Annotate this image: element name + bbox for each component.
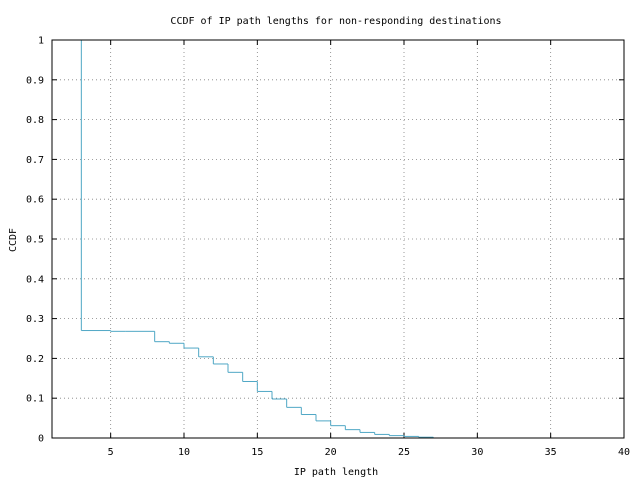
x-tick-label: 10 [178,447,190,458]
series-layer [80,40,595,439]
axis-ticks: 00.10.20.30.40.50.60.70.80.915 10 15 20 25 30… [26,36,630,459]
x-tick-label: 15 [251,447,263,458]
x-axis-label: IP path length [294,467,378,478]
y-axis-label: CCDF [8,228,19,252]
y-tick-label: 0 [38,434,44,445]
y-tick-label: 0.7 [26,155,44,166]
y-tick-label: 0.4 [26,274,44,285]
y-tick-label: 0.3 [26,314,44,325]
x-tick-label: 35 [545,447,557,458]
x-tick-label: 5 [108,447,114,458]
x-tick-label: 25 [398,447,410,458]
y-tick-label: 0.8 [26,115,44,126]
y-tick-label: 0.6 [26,195,44,206]
x-tick-label: 30 [471,447,483,458]
y-tick-label: 1 [38,36,44,47]
grid-lines [52,40,624,438]
x-tick-label: 40 [618,447,630,458]
x-tick-label: 20 [325,447,337,458]
chart-title: CCDF of IP path lengths for non-respondi… [170,16,501,27]
y-tick-label: 0.1 [26,394,44,405]
y-tick-label: 0.9 [26,75,44,86]
y-tick-label: 0.5 [26,235,44,246]
plot-frame [51,39,625,439]
y-tick-label: 0.2 [26,354,44,365]
